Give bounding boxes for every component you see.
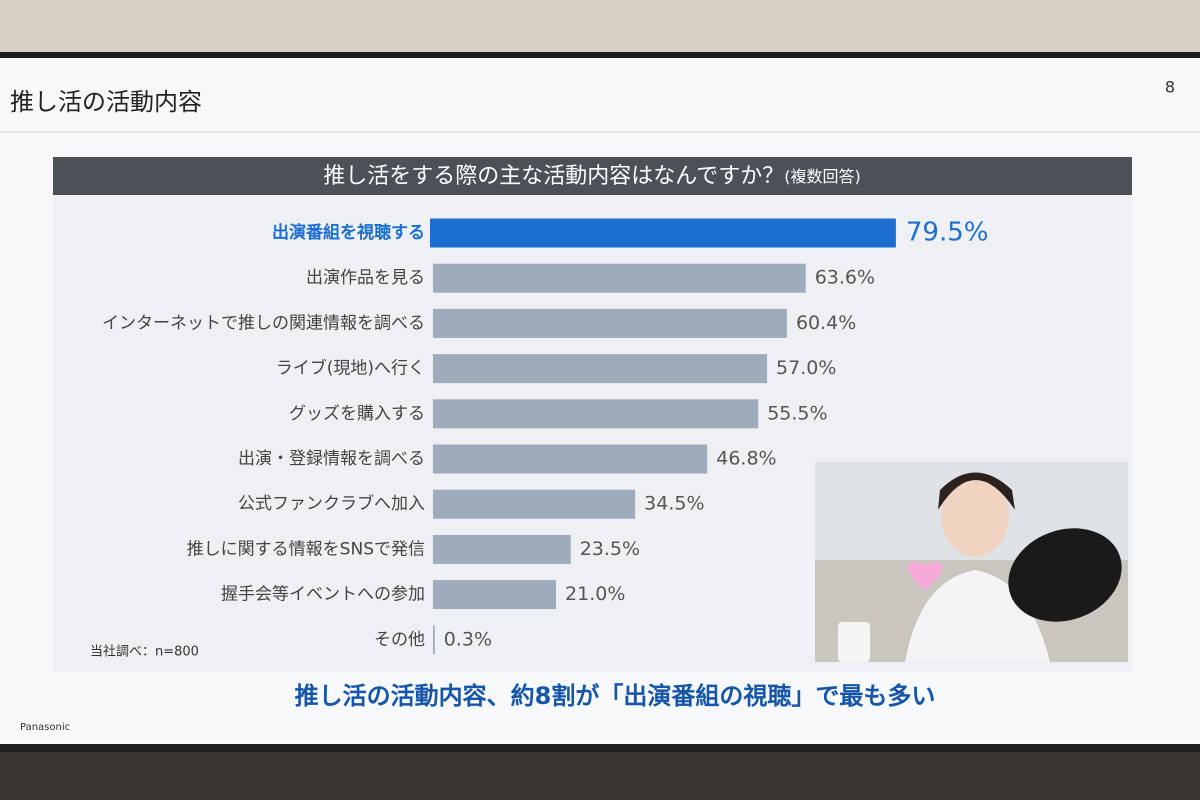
photo-fan — [1008, 528, 1122, 622]
category-label: 公式ファンクラブへ加入 — [238, 493, 425, 514]
chart-title-bar — [53, 157, 1132, 195]
category-label: 推しに関する情報をSNSで発信 — [187, 539, 425, 559]
value-label: 21.0% — [565, 583, 625, 605]
value-label: 55.5% — [767, 402, 827, 424]
bar — [433, 534, 571, 564]
photo — [815, 462, 1128, 662]
value-label: 46.8% — [716, 448, 776, 470]
brand: Panasonic — [20, 722, 70, 733]
category-label: グッズを購入する — [289, 404, 425, 424]
value-label: 34.5% — [644, 493, 704, 515]
value-label: 60.4% — [796, 312, 856, 334]
wall — [0, 0, 1200, 60]
photo-heart — [908, 561, 942, 590]
bar — [433, 580, 557, 610]
bar — [433, 625, 435, 655]
value-label: 0.3% — [444, 628, 492, 650]
photo-face — [941, 473, 1009, 557]
value-label: 79.5% — [906, 218, 989, 248]
bar — [433, 489, 636, 519]
value-label: 63.6% — [815, 267, 875, 289]
bar — [433, 444, 708, 474]
category-label: 出演作品を見る — [306, 268, 425, 288]
note: 当社調べ：n=800 — [90, 644, 199, 660]
conclusion: 推し活の活動内容、約8割が「出演番組の視聴」で最も多い — [295, 682, 936, 710]
bar — [433, 263, 806, 293]
category-label: インターネットで推しの関連情報を調べる — [102, 313, 425, 333]
page-number: 8 — [1165, 78, 1175, 97]
bar — [433, 308, 787, 338]
category-label: その他 — [374, 630, 425, 650]
value-label: 23.5% — [580, 538, 640, 560]
value-label: 57.0% — [776, 357, 836, 379]
photo-cup — [838, 622, 870, 662]
bar — [430, 218, 896, 248]
bar — [433, 399, 759, 429]
floor — [0, 745, 1200, 800]
chart-title: 推し活をする際の主な活動内容はなんですか？ — [323, 164, 784, 189]
category-label: 握手会等イベントへの参加 — [221, 585, 425, 605]
category-label: 出演番組を視聴する — [272, 222, 425, 243]
chart-subtitle: (複数回答) — [784, 167, 861, 186]
slide-title: 推し活の活動内容 — [10, 88, 202, 116]
photo-hair — [938, 472, 1015, 510]
chart-title-line: 推し活をする際の主な活動内容はなんですか？(複数回答) — [323, 164, 860, 189]
category-label: 出演・登録情報を調べる — [238, 449, 425, 469]
category-label: ライブ(現地)へ行く — [276, 358, 425, 379]
bar — [433, 354, 768, 384]
